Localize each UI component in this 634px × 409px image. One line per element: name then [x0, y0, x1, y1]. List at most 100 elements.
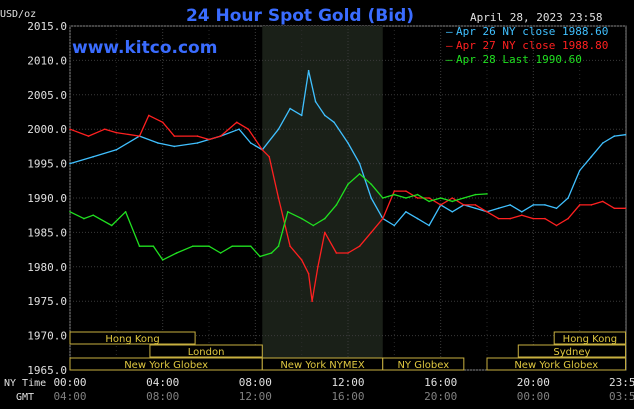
- series-point-0: [289, 107, 291, 110]
- series-point-1: [590, 204, 593, 206]
- series-point-1: [382, 217, 384, 220]
- x-tick-label-ny: 08:00: [239, 376, 272, 389]
- session-bar: [149, 344, 263, 358]
- series-line-1: [69, 114, 626, 302]
- series-point-1: [544, 217, 546, 220]
- series-point-1: [624, 207, 627, 210]
- series-point-0: [428, 224, 430, 227]
- series-point-1: [439, 204, 442, 206]
- series-point-1: [317, 266, 319, 268]
- series-point-2: [92, 214, 94, 216]
- series-point-0: [416, 217, 419, 220]
- series-point-1: [393, 190, 396, 192]
- y-axis-label: USD/oz: [0, 9, 36, 20]
- series-point-0: [324, 114, 326, 117]
- series-point-0: [578, 169, 581, 172]
- series-point-1: [335, 252, 338, 254]
- gmt-row-label: GMT: [16, 392, 34, 403]
- series-point-1: [277, 197, 280, 199]
- series-point-0: [347, 142, 349, 144]
- series-point-2: [287, 211, 289, 213]
- y-tick-label: 1990.0: [27, 192, 67, 205]
- series-point-0: [405, 211, 407, 213]
- series-point-2: [416, 193, 419, 196]
- series-point-2: [259, 255, 261, 258]
- series-point-1: [358, 245, 361, 247]
- session-bar: [382, 357, 465, 371]
- series-point-0: [173, 145, 176, 148]
- session-label: Sydney: [553, 347, 590, 358]
- series-point-2: [405, 197, 407, 199]
- series-point-2: [219, 252, 222, 254]
- series-point-1: [87, 135, 90, 137]
- session-label: Hong Kong: [105, 334, 159, 345]
- series-point-1: [416, 197, 419, 199]
- series-point-0: [358, 162, 361, 165]
- series-point-0: [624, 133, 627, 136]
- series-point-2: [152, 245, 155, 247]
- series-point-2: [324, 217, 326, 220]
- series-point-0: [544, 204, 546, 206]
- legend-marker: —: [446, 25, 453, 38]
- series-point-0: [157, 142, 159, 144]
- series-point-1: [247, 128, 250, 130]
- x-tick-label-gmt: 00:00: [517, 390, 550, 403]
- x-tick-label-ny: 00:00: [53, 376, 86, 389]
- y-tick-label: 1985.0: [27, 226, 67, 239]
- series-point-1: [161, 121, 164, 124]
- series-point-0: [333, 121, 335, 124]
- series-point-0: [602, 142, 604, 144]
- series-point-2: [382, 197, 384, 199]
- series-point-1: [69, 128, 71, 130]
- y-tick-label: 1965.0: [27, 364, 67, 377]
- series-point-1: [521, 214, 523, 216]
- series-point-0: [277, 128, 280, 130]
- legend-marker: —: [446, 39, 453, 52]
- series-point-1: [474, 204, 477, 206]
- series-point-2: [110, 224, 113, 227]
- series-point-2: [277, 245, 280, 247]
- session-label: NY Globex: [397, 360, 449, 371]
- x-tick-label-ny: 12:00: [331, 376, 364, 389]
- session-label: New York Globex: [514, 360, 598, 371]
- series-point-2: [370, 183, 373, 185]
- series-point-0: [370, 197, 373, 199]
- series-point-0: [555, 207, 558, 210]
- series-point-1: [289, 245, 291, 247]
- series-point-0: [300, 114, 303, 117]
- series-point-1: [405, 190, 407, 192]
- x-tick-label-ny: 23:59: [609, 376, 634, 389]
- series-point-1: [578, 204, 581, 206]
- x-tick-label-ny: 04:00: [146, 376, 179, 389]
- series-point-1: [148, 114, 150, 117]
- series-point-2: [486, 193, 488, 195]
- series-point-1: [138, 135, 141, 137]
- series-point-2: [451, 200, 454, 203]
- legend-entry: Apr 28 Last 1990.60: [456, 53, 582, 66]
- series-point-0: [590, 155, 593, 158]
- series-point-2: [270, 252, 273, 254]
- series-point-2: [175, 252, 178, 254]
- series-point-2: [300, 217, 303, 220]
- session-bar: [69, 331, 196, 345]
- x-tick-label-gmt: 08:00: [146, 390, 179, 403]
- x-tick-label-gmt: 12:00: [239, 390, 272, 403]
- series-point-1: [532, 217, 535, 220]
- series-point-2: [124, 211, 127, 213]
- series-point-0: [115, 149, 118, 151]
- series-point-2: [192, 245, 194, 247]
- series-point-0: [92, 155, 94, 158]
- series-point-2: [439, 197, 442, 199]
- x-tick-label-ny: 20:00: [517, 376, 550, 389]
- x-tick-label-gmt: 20:00: [424, 390, 457, 403]
- series-point-0: [249, 142, 252, 144]
- series-point-0: [567, 197, 569, 199]
- y-tick-label: 1975.0: [27, 295, 67, 308]
- series-point-1: [613, 207, 616, 210]
- series-point-2: [231, 245, 233, 247]
- x-tick-label-ny: 16:00: [424, 376, 457, 389]
- series-point-0: [69, 162, 71, 165]
- legend-entry: Apr 27 NY close 1988.80: [456, 39, 608, 52]
- y-tick-label: 2015.0: [27, 20, 67, 33]
